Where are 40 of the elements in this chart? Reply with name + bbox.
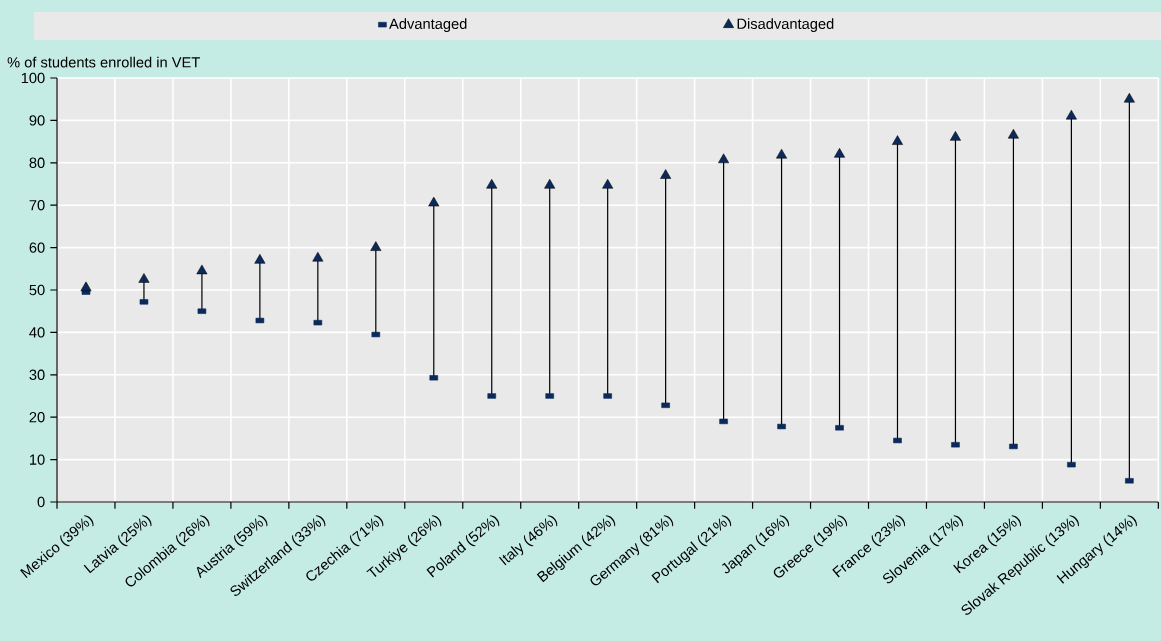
point <box>1007 128 1019 139</box>
point <box>777 423 786 430</box>
y-tick-label: 60 <box>29 242 45 253</box>
point <box>80 281 92 292</box>
legend-label: Disadvantaged <box>737 18 834 32</box>
point <box>371 331 381 338</box>
point <box>312 251 324 262</box>
point <box>544 178 556 189</box>
point <box>660 169 672 179</box>
point <box>893 437 902 444</box>
point <box>892 135 903 145</box>
point <box>486 178 498 189</box>
point <box>776 148 788 159</box>
point <box>718 153 730 164</box>
point <box>602 178 614 189</box>
y-tick-label: 100 <box>21 72 45 84</box>
point <box>834 148 845 158</box>
point <box>1123 92 1135 103</box>
y-tick-label: 70 <box>29 200 45 211</box>
y-tick-label: 90 <box>29 115 45 126</box>
y-tick-label: 30 <box>29 369 45 380</box>
point <box>138 273 150 283</box>
point <box>1065 109 1077 120</box>
point <box>255 317 265 324</box>
point <box>719 418 728 425</box>
y-tick-label: 10 <box>29 454 45 465</box>
legend-label: Advantaged <box>389 18 467 32</box>
point <box>1009 443 1018 450</box>
y-tick-label: 80 <box>29 157 45 168</box>
point <box>949 131 961 141</box>
y-tick-label: 0 <box>37 496 45 508</box>
point <box>196 264 208 275</box>
y-tick-label: 50 <box>29 284 45 296</box>
point <box>370 241 382 251</box>
point <box>254 254 266 264</box>
point <box>313 319 323 326</box>
y-tick-label: 20 <box>29 412 45 423</box>
point <box>428 196 440 207</box>
y-tick-label: 40 <box>29 327 45 338</box>
y-axis-title: % of students enrolled in VET <box>7 56 200 68</box>
